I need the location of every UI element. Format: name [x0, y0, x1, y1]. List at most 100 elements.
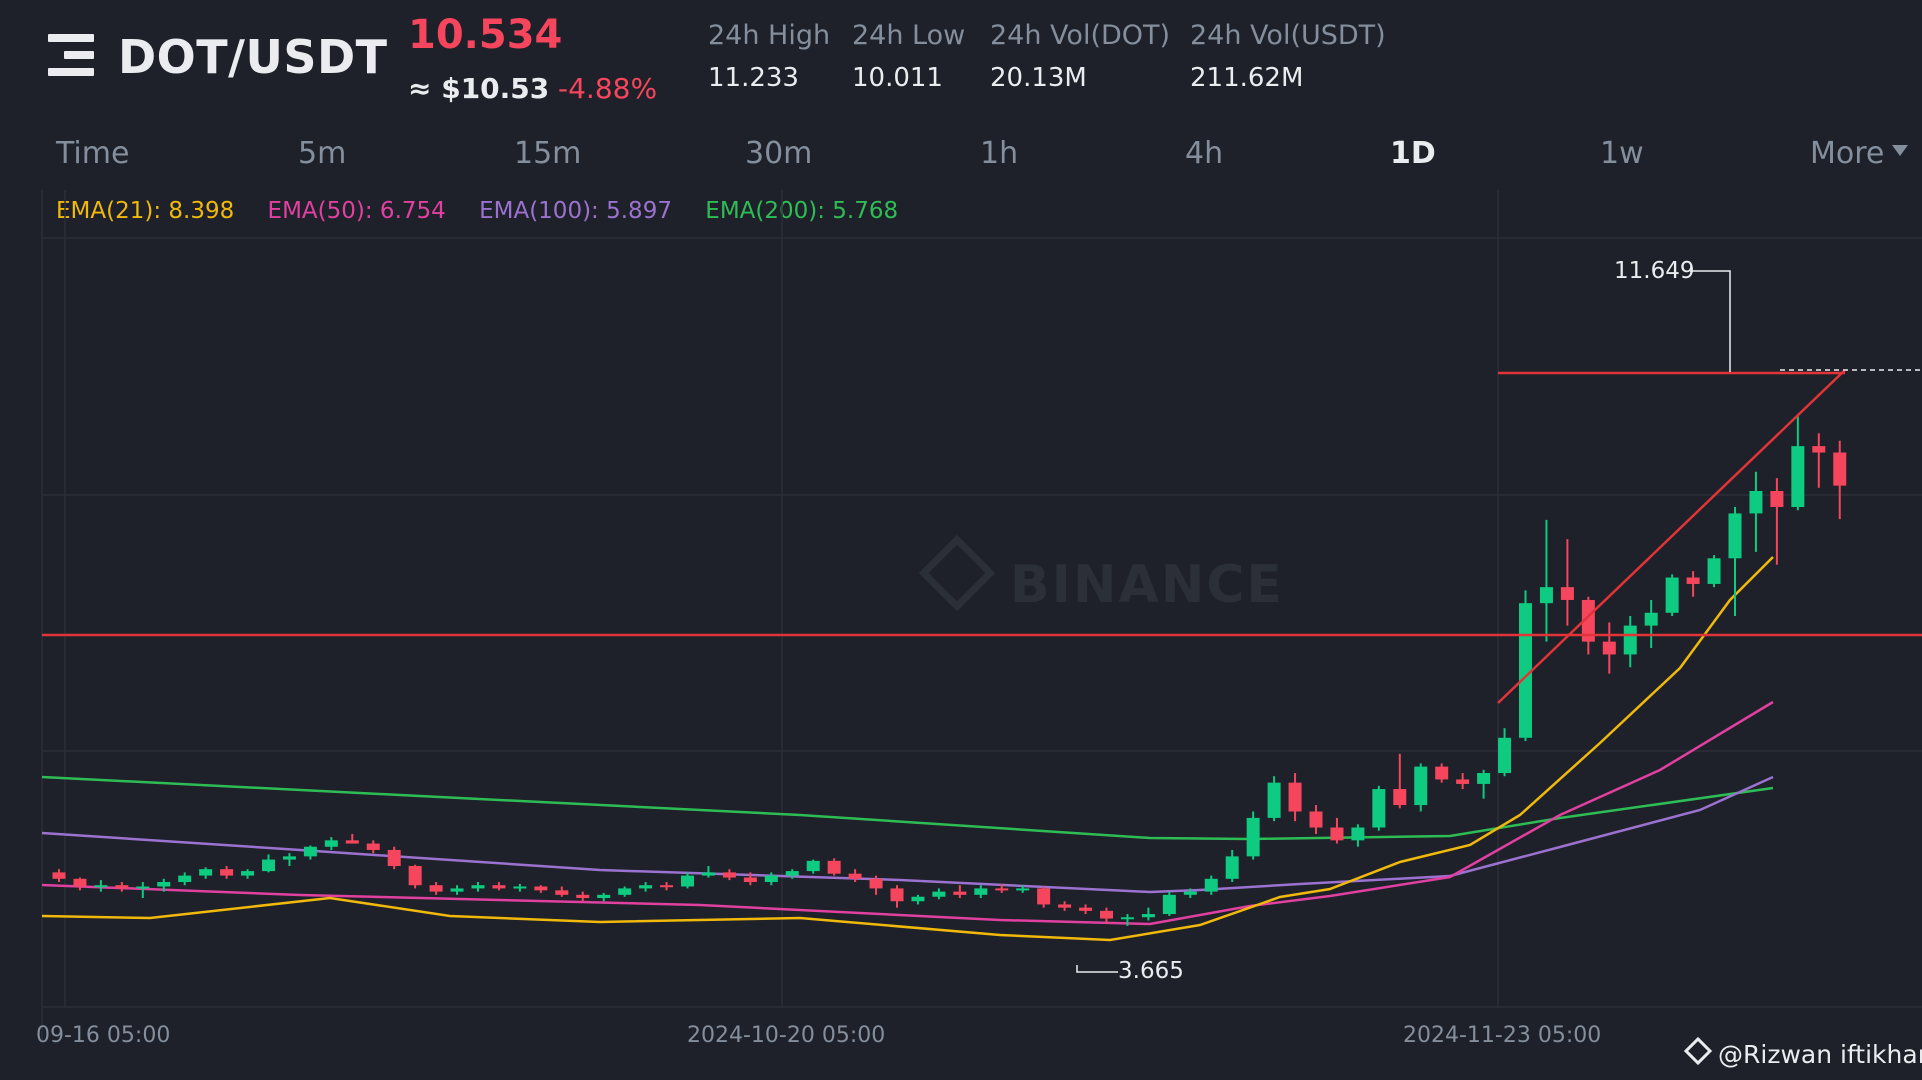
candle-body — [366, 843, 380, 850]
stat-label: 24h Vol(DOT) — [990, 20, 1171, 51]
stat-value: 10.011 — [852, 63, 943, 93]
candle-body — [764, 875, 778, 883]
candle-body — [1833, 452, 1847, 486]
candle-body — [282, 856, 296, 860]
stat-label: 24h Vol(USDT) — [1190, 20, 1386, 51]
candle-body — [1372, 789, 1386, 828]
candle-body — [1120, 917, 1134, 920]
candle-body — [806, 860, 820, 872]
stat-value: 20.13M — [990, 63, 1087, 93]
candle-body — [1058, 904, 1072, 908]
candle-body — [1309, 811, 1323, 828]
candle-body — [241, 871, 255, 876]
candle-body — [1665, 577, 1679, 613]
candle-body — [1330, 827, 1344, 841]
candle-body — [1100, 910, 1113, 919]
annotations — [42, 270, 1922, 973]
x-axis-label: 09-16 05:00 — [36, 1023, 171, 1048]
candle-body — [1812, 446, 1826, 453]
candle-body — [660, 885, 674, 888]
tab-1w[interactable]: 1w — [1600, 136, 1644, 171]
stat-24h-low: 24h Low 10.011 — [852, 20, 965, 93]
candle-body — [1707, 558, 1721, 584]
candle-body — [157, 882, 171, 887]
watermark-text: BINANCE — [1010, 555, 1284, 615]
candle-body — [303, 846, 317, 857]
candle-body — [1079, 907, 1093, 911]
candle-body — [220, 869, 234, 876]
candle-body — [1519, 603, 1532, 738]
ema-100-line — [41, 775, 1774, 894]
high-price-label: 11.649 — [1614, 258, 1695, 284]
candle-body — [1351, 827, 1365, 841]
x-axis-label: 2024-11-23 05:00 — [1403, 1023, 1602, 1048]
candle-body — [555, 890, 569, 895]
tab-more[interactable]: More — [1810, 136, 1909, 171]
ema-100-label: EMA(100): 5.897 — [479, 198, 672, 224]
usd-price: ≈ $10.53 — [408, 72, 550, 105]
low-marker — [1076, 965, 1118, 973]
candle-body — [953, 891, 967, 895]
candle-body — [1225, 856, 1239, 879]
tab-1h[interactable]: 1h — [980, 136, 1019, 171]
candle-body — [743, 877, 757, 883]
candle-body — [1498, 737, 1512, 774]
grid — [41, 190, 1922, 1040]
ema-21-line — [41, 556, 1774, 942]
candle-body — [115, 885, 129, 889]
tab-30m[interactable]: 30m — [745, 136, 813, 171]
candle-body — [869, 878, 883, 889]
trading-pair[interactable]: DOT/USDT — [118, 30, 388, 84]
candle-body — [701, 872, 715, 876]
high-marker — [1690, 270, 1731, 372]
stat-value: 211.62M — [1190, 63, 1304, 93]
stat-value: 11.233 — [708, 63, 799, 93]
ema-50-label: EMA(50): 6.754 — [267, 198, 446, 224]
candle-body — [618, 888, 632, 895]
tab-4h[interactable]: 4h — [1185, 136, 1224, 171]
candle-body — [429, 885, 443, 892]
candle-body — [94, 885, 108, 888]
candle-body — [722, 872, 736, 878]
stat-24h-vol-dot: 24h Vol(DOT) 20.13M — [990, 20, 1170, 93]
candle-body — [178, 875, 192, 883]
stat-24h-high: 24h High 11.233 — [708, 20, 830, 93]
candle-body — [1288, 782, 1302, 812]
market-header: DOT/USDT 10.534 ≈ $10.53 -4.88% 24h High… — [0, 0, 1922, 130]
candle-body — [262, 859, 275, 872]
candle-body — [639, 885, 653, 889]
candle-body — [1728, 513, 1742, 559]
author-credit: @Rizwan iftikhar — [1683, 1036, 1922, 1069]
tab-15m[interactable]: 15m — [514, 136, 582, 171]
candle-body — [1749, 490, 1763, 514]
candle-body — [597, 894, 611, 899]
candle-body — [1267, 782, 1281, 818]
author-credit-text: @Rizwan iftikhar — [1718, 1040, 1922, 1069]
candle-body — [199, 869, 213, 876]
binance-watermark: BINANCE — [918, 534, 1284, 615]
candle-body — [932, 891, 946, 897]
stat-label: 24h High — [708, 20, 831, 51]
ascending-trendline — [1497, 369, 1846, 704]
tab-time[interactable]: Time — [56, 136, 130, 171]
candle-body — [785, 871, 799, 876]
menu-icon[interactable] — [48, 34, 98, 76]
candle-body — [1456, 779, 1470, 784]
candle-body — [1686, 577, 1700, 584]
candle-body — [345, 840, 359, 844]
candle-body — [1016, 888, 1030, 891]
low-price-label: 3.665 — [1118, 958, 1184, 984]
tab-5m[interactable]: 5m — [298, 136, 347, 171]
last-price: 10.534 — [408, 12, 563, 58]
candle-body — [1791, 446, 1805, 508]
ema-50-line — [41, 700, 1774, 926]
candle-body — [1560, 587, 1574, 600]
ema-lines — [41, 556, 1774, 942]
candles — [52, 414, 1847, 926]
change-percent: -4.88% — [558, 72, 658, 105]
candle-body — [1581, 599, 1595, 642]
tab-1d[interactable]: 1D — [1390, 136, 1436, 171]
candle-body — [1204, 878, 1218, 892]
ema-legend: EMA(21): 8.398 EMA(50): 6.754 EMA(100): … — [56, 198, 924, 224]
